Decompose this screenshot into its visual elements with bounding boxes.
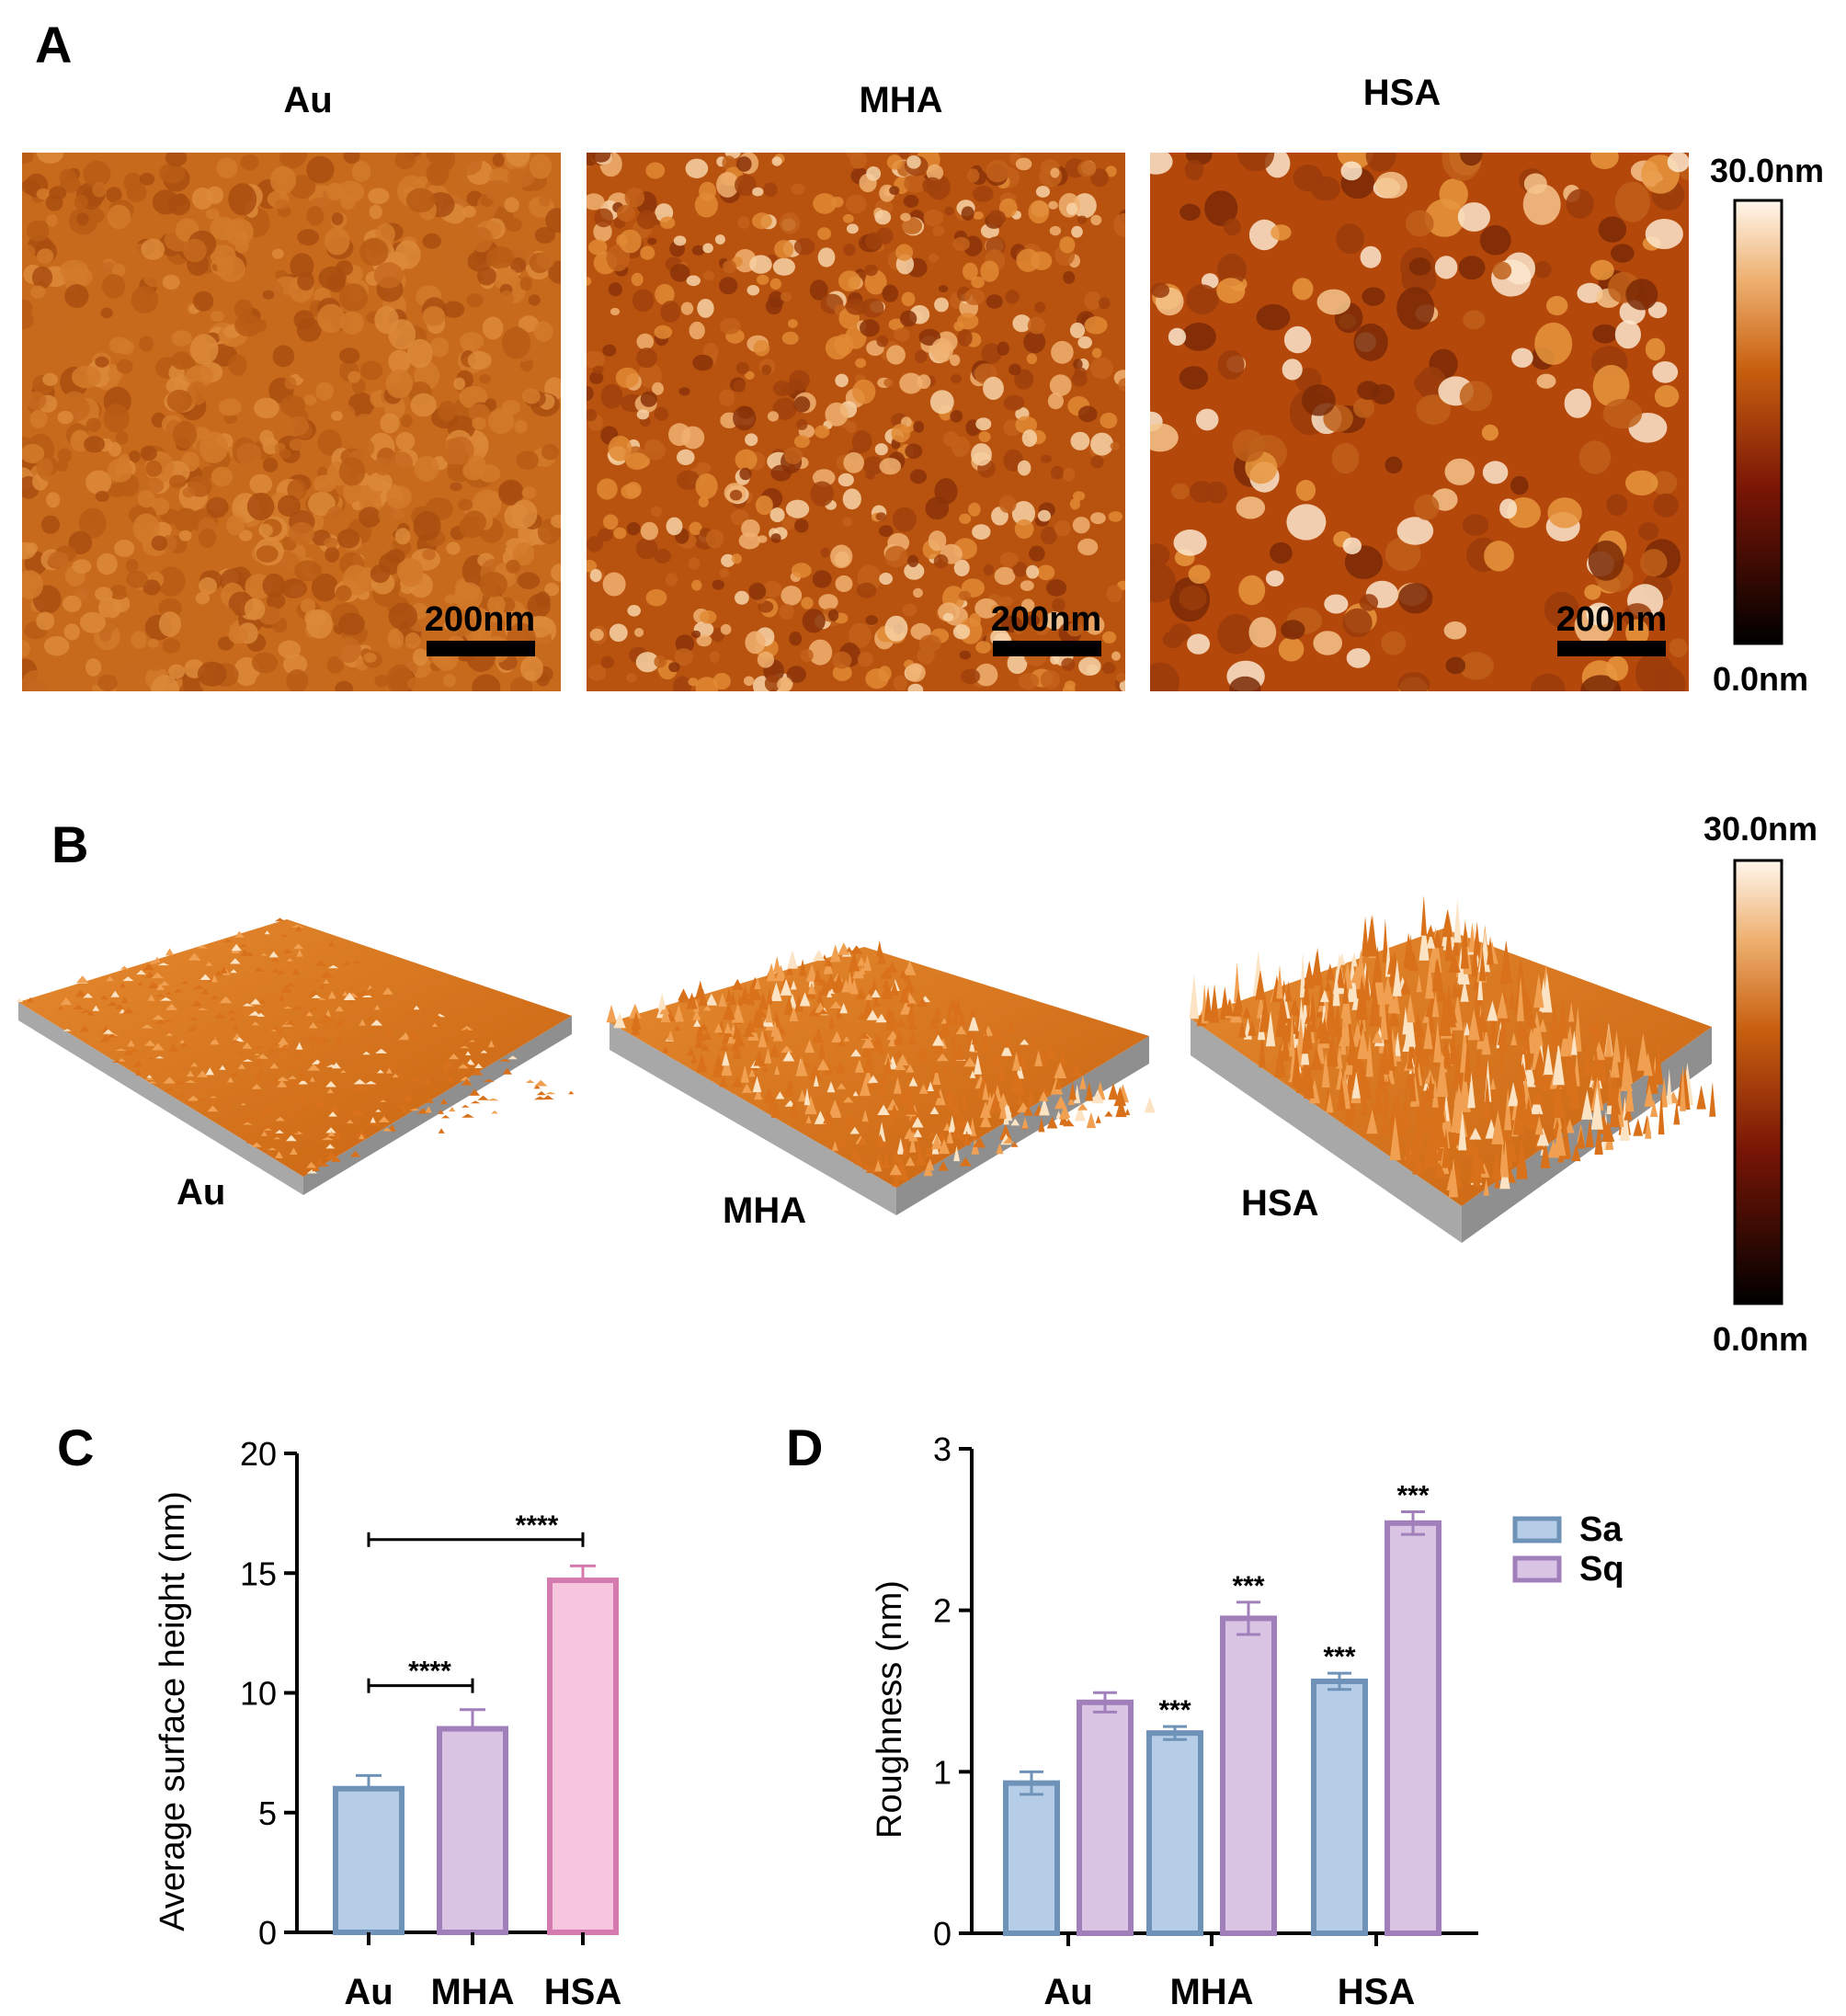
chart-c: 0 5 10 15 20 Average surface height (nm) Au MHA… bbox=[154, 1435, 621, 2012]
chart-c-y-tick-label: 15 bbox=[240, 1555, 277, 1592]
panel-a-title-au: Au bbox=[283, 80, 332, 120]
chart-d-x-tick-label: MHA bbox=[1169, 1972, 1253, 2012]
chart-d-ylabel: Roughness (nm) bbox=[871, 1580, 909, 1839]
chart-d-y-tick-label: 3 bbox=[933, 1430, 951, 1468]
panel-a-letter: A bbox=[35, 16, 72, 74]
panel-d-letter: D bbox=[786, 1418, 823, 1476]
afm-image-mha bbox=[587, 153, 1125, 691]
panel-b-label-hsa: HSA bbox=[1241, 1183, 1318, 1224]
chart-c-significance-label: **** bbox=[408, 1657, 451, 1687]
afm-image-hsa bbox=[1150, 153, 1689, 691]
colorbar-a-max: 30.0nm bbox=[1710, 152, 1824, 189]
colorbar-b-max: 30.0nm bbox=[1704, 810, 1818, 848]
scale-bar-au: 200nm bbox=[425, 600, 535, 656]
chart-d-bar-sq-mha bbox=[1220, 1615, 1277, 1936]
panel-b-label-au: Au bbox=[177, 1172, 225, 1213]
chart-c-y-tick-label: 5 bbox=[258, 1794, 277, 1832]
scale-bar-label-au: 200nm bbox=[425, 600, 535, 639]
afm-3d-au: Au bbox=[16, 917, 575, 1213]
chart-d-y-tick-label: 2 bbox=[933, 1592, 951, 1630]
afm-3d-hsa: HSA bbox=[1189, 894, 1716, 1243]
chart-d: 0 1 2 3 Roughness (nm) *** *** *** *** Au MHA HSA Sa… bbox=[871, 1430, 1624, 2012]
chart-d-x-tick-label: HSA bbox=[1338, 1972, 1415, 2012]
chart-d-legend-swatch-sa bbox=[1512, 1516, 1562, 1543]
chart-c-y-tick-label: 20 bbox=[240, 1435, 277, 1473]
chart-c-y-tick-label: 0 bbox=[258, 1914, 277, 1952]
colorbar-a-min: 0.0nm bbox=[1713, 660, 1808, 698]
afm-image-au bbox=[22, 153, 561, 691]
panel-a-title-mha: MHA bbox=[859, 80, 942, 120]
panel-b-label-mha: MHA bbox=[723, 1190, 806, 1231]
colorbar-b-min: 0.0nm bbox=[1713, 1320, 1808, 1358]
chart-d-legend-swatch-sq bbox=[1512, 1555, 1562, 1583]
scale-bar-label-mha: 200nm bbox=[991, 600, 1101, 639]
chart-d-legend-label-sa: Sa bbox=[1579, 1510, 1623, 1549]
chart-d-bar-sq-hsa bbox=[1384, 1520, 1441, 1936]
chart-d-bar-sa-mha bbox=[1146, 1730, 1203, 1936]
chart-c-significance-label: **** bbox=[516, 1510, 559, 1541]
chart-c-bar-hsa bbox=[547, 1577, 619, 1935]
chart-c-y-tick-label: 10 bbox=[240, 1675, 277, 1713]
chart-c-x-tick-label: MHA bbox=[430, 1972, 514, 2012]
chart-d-significance-label: *** bbox=[1232, 1571, 1264, 1601]
chart-c-bar-au bbox=[333, 1785, 405, 1935]
scale-bar-label-hsa: 200nm bbox=[1556, 600, 1667, 639]
scale-bar-mha: 200nm bbox=[991, 600, 1101, 656]
chart-d-bar-sa-hsa bbox=[1311, 1678, 1368, 1936]
panel-b-letter: B bbox=[51, 815, 88, 873]
panel-c-letter: C bbox=[57, 1418, 94, 1476]
colorbar-b: 30.0nm 0.0nm bbox=[1704, 810, 1818, 1358]
chart-d-significance-label: *** bbox=[1323, 1642, 1355, 1672]
chart-d-y-tick-label: 1 bbox=[933, 1753, 951, 1791]
chart-d-legend-label-sq: Sq bbox=[1579, 1550, 1624, 1589]
chart-c-x-tick-label: Au bbox=[344, 1972, 393, 2012]
chart-d-significance-label: *** bbox=[1158, 1695, 1191, 1726]
chart-d-bar-sq-au bbox=[1077, 1699, 1134, 1936]
chart-d-significance-label: *** bbox=[1396, 1481, 1429, 1511]
chart-c-bar-mha bbox=[437, 1726, 508, 1935]
scale-bar-hsa: 200nm bbox=[1556, 600, 1667, 656]
afm-3d-mha: MHA bbox=[606, 940, 1156, 1231]
chart-d-y-tick-label: 0 bbox=[933, 1915, 951, 1953]
chart-c-x-tick-label: HSA bbox=[544, 1972, 621, 2012]
chart-d-x-tick-label: Au bbox=[1043, 1972, 1092, 2012]
chart-c-ylabel: Average surface height (nm) bbox=[154, 1491, 192, 1931]
panel-a-title-hsa: HSA bbox=[1363, 73, 1441, 113]
colorbar-a: 30.0nm 0.0nm bbox=[1710, 152, 1824, 698]
chart-d-bar-sa-au bbox=[1003, 1780, 1060, 1936]
